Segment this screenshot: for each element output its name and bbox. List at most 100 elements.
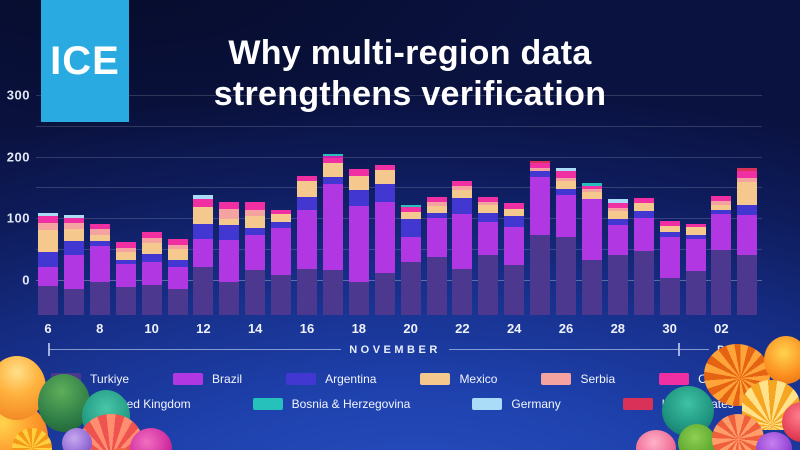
bar-segment-serbia — [245, 210, 266, 217]
bar-segment-turkiye — [245, 269, 266, 315]
bar-segment-mexico — [426, 206, 447, 214]
bar-nov-21 — [426, 196, 447, 315]
month-divider-tick — [678, 343, 680, 356]
bar-segment-argentina — [633, 210, 654, 218]
bar-segment-turkiye — [504, 265, 525, 315]
y-axis-label: 100 — [6, 210, 30, 226]
bar-dec-2 — [711, 196, 732, 315]
bar-segment-brazil — [504, 226, 525, 266]
bar-nov-14 — [245, 202, 266, 315]
legend-item-bosnia-herzegovina: Bosnia & Herzegovina — [252, 396, 411, 411]
bar-nov-8 — [89, 223, 110, 315]
bar-segment-brazil — [581, 199, 602, 261]
month-label-dec: DEC — [717, 344, 751, 356]
bar-segment-colombia — [556, 170, 576, 178]
bar-segment-serbia — [607, 207, 628, 211]
bar-segment-brazil — [659, 237, 680, 278]
x-axis-label: 14 — [247, 321, 263, 336]
coral-shape — [636, 430, 676, 450]
bar-segment-mexico — [271, 213, 292, 222]
bar-segment-turkiye — [115, 287, 136, 315]
bar-segment-bosnia-herzegovina — [400, 205, 421, 208]
legend-item-united-kingdom: United Kingdom — [66, 397, 191, 411]
x-axis-label: 6 — [44, 321, 52, 336]
bar-segment-mexico — [633, 202, 654, 211]
bar-segment-brazil — [711, 214, 732, 251]
legend-swatch — [51, 372, 82, 385]
bar-segment-argentina — [607, 218, 628, 225]
legend-label: Turkiye — [90, 371, 130, 386]
bar-segment-argentina — [167, 260, 188, 267]
legend-label: Bosnia & Herzegovina — [291, 396, 411, 411]
bar-segment-serbia — [219, 208, 240, 219]
month-label-november: NOVEMBER — [349, 344, 441, 356]
bar-segment-colombia — [685, 223, 706, 228]
bar-segment-argentina — [426, 213, 447, 219]
legend-swatch — [659, 372, 690, 385]
bar-segment-mexico — [141, 242, 162, 254]
bar-segment-serbia — [426, 201, 447, 207]
gridline — [36, 126, 762, 127]
bar-segment-turkiye — [426, 257, 447, 315]
bar-segment-mexico — [452, 189, 473, 198]
bar-segment-brazil — [63, 255, 84, 290]
bar-segment-argentina — [711, 209, 732, 215]
bar-nov-6 — [38, 213, 58, 315]
bar-segment-argentina — [556, 189, 576, 196]
legend-item-united-states: United States — [622, 397, 734, 411]
legend-item-serbia: Serbia — [541, 372, 615, 386]
bar-segment-germany — [193, 195, 214, 200]
bar-segment-turkiye — [63, 289, 84, 315]
bar-nov-16 — [297, 175, 317, 315]
bar-nov-20 — [400, 205, 421, 315]
bar-segment-colombia — [374, 165, 395, 171]
bar-segment-turkiye — [452, 268, 473, 315]
x-axis-label: 10 — [144, 321, 159, 336]
bar-segment-argentina — [322, 177, 343, 185]
legend-swatch — [286, 372, 317, 385]
bar-segment-germany — [38, 213, 58, 217]
bar-segment-turkiye — [271, 274, 292, 315]
y-axis-label: 200 — [6, 149, 30, 165]
bar-segment-argentina — [452, 197, 473, 214]
bar-segment-turkiye — [556, 237, 576, 315]
bar-segment-colombia — [141, 231, 162, 238]
gridline — [36, 249, 762, 250]
bar-segment-argentina — [374, 184, 395, 203]
bar-segment-serbia — [711, 200, 732, 205]
bar-segment-united-kingdom — [322, 155, 343, 158]
bar-segment-argentina — [38, 252, 58, 267]
bar-nov-15 — [271, 210, 292, 315]
bar-segment-colombia — [297, 175, 317, 181]
legend-swatch — [173, 372, 204, 385]
legend-label: Germany — [511, 396, 561, 411]
bar-segment-brazil — [556, 195, 576, 238]
ice-logo: ICE — [41, 0, 129, 122]
bar-segment-argentina — [530, 170, 551, 177]
bar-segment-colombia — [89, 223, 110, 229]
bar-segment-serbia — [167, 245, 188, 250]
bar-nov-11 — [167, 239, 188, 315]
month-axis-line — [680, 349, 709, 350]
bar-segment-turkiye — [659, 278, 680, 315]
bar-segment-brazil — [374, 202, 395, 274]
bar-segment-mexico — [374, 170, 395, 185]
bar-segment-turkiye — [297, 268, 317, 315]
gridline — [36, 95, 762, 96]
bar-segment-brazil — [348, 206, 369, 282]
x-axis-label: 8 — [96, 321, 104, 336]
bar-nov-22 — [452, 181, 473, 315]
bar-segment-serbia — [556, 177, 576, 182]
bar-segment-argentina — [89, 241, 110, 246]
bar-segment-argentina — [478, 212, 499, 222]
bar-nov-10 — [141, 231, 162, 315]
legend-label: Argentina — [325, 371, 377, 386]
bar-segment-mexico — [167, 249, 188, 261]
bar-segment-colombia — [400, 207, 421, 213]
bar-segment-colombia — [167, 239, 188, 246]
bar-segment-colombia — [581, 186, 602, 190]
bar-segment-turkiye — [374, 273, 395, 315]
x-axis-label: 16 — [299, 321, 315, 336]
bar-segment-colombia — [607, 202, 628, 208]
